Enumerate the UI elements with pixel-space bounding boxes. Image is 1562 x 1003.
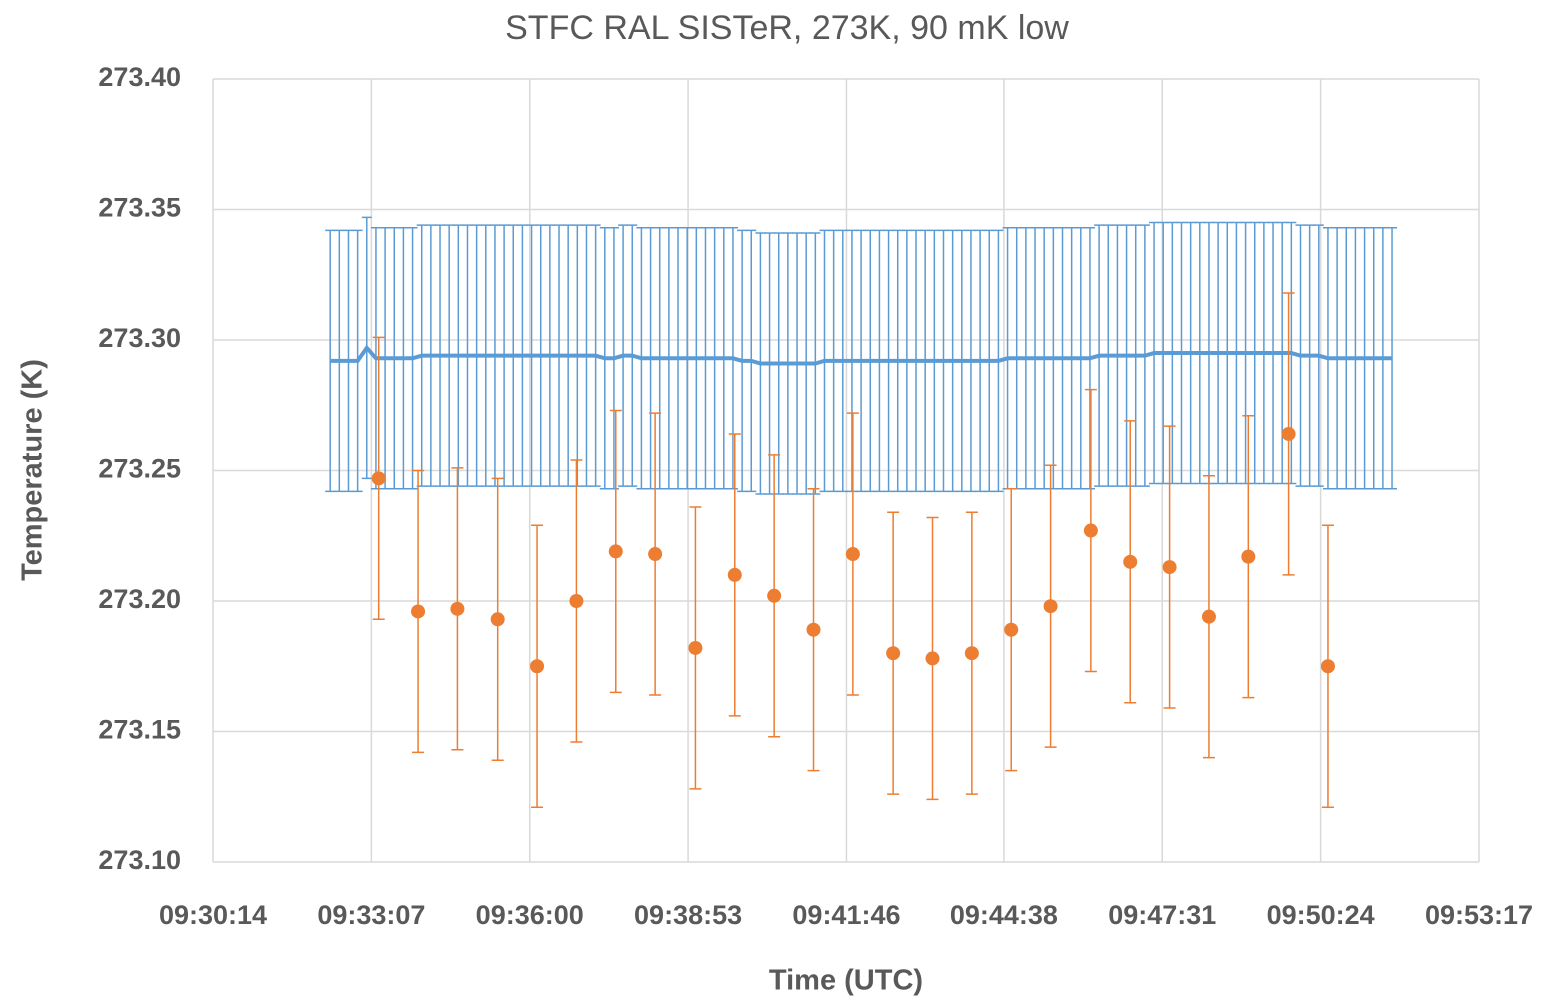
data-point [450,601,465,616]
x-tick-label: 09:47:31 [1108,900,1216,930]
data-point [1043,599,1058,614]
data-point [1320,659,1335,674]
x-tick-label: 09:53:17 [1425,900,1533,930]
x-tick-label: 09:36:00 [476,900,584,930]
y-tick-label: 273.15 [98,715,181,745]
data-point [845,547,860,562]
data-point [608,544,623,559]
x-tick-label: 09:44:38 [950,900,1058,930]
x-tick-label: 09:30:14 [159,900,267,930]
error-bar [325,229,336,493]
data-point [569,594,584,608]
data-point [1004,622,1019,637]
data-point [1162,560,1177,575]
x-tick-label: 09:41:46 [792,900,900,930]
x-axis-title: Time (UTC) [769,965,923,997]
data-point [1123,554,1138,569]
x-tick-label: 09:38:53 [634,900,742,930]
x-tick-label: 09:50:24 [1267,900,1375,930]
y-tick-label: 273.40 [98,62,181,92]
grid: 273.10 273.15 273.20 273.25 273.30 273.35 273.… [98,62,1533,930]
data-point [727,567,742,582]
data-point [964,646,979,661]
data-point [1201,609,1216,624]
data-point [411,604,426,619]
x-tick-label: 09:33:07 [317,900,425,930]
data-point [1241,549,1256,564]
data-point [530,659,545,674]
y-axis-title: Temperature (K) [17,359,49,581]
chart-title: STFC RAL SISTeR, 273K, 90 mK low [505,9,1069,47]
y-tick-label: 273.35 [98,193,181,223]
y-tick-label: 273.30 [98,323,181,353]
data-point [806,622,821,637]
data-point [925,651,940,666]
error-bar [1387,227,1398,490]
series-line [330,344,1393,366]
data-point [886,646,901,661]
data-point [1281,426,1296,441]
data-point [767,588,782,603]
data-point [490,612,505,627]
data-point [688,640,703,655]
data-point [371,471,386,486]
data-point [1083,523,1098,538]
y-tick-label: 273.20 [98,584,181,614]
y-tick-label: 273.10 [98,845,181,875]
plot-area [325,216,1398,808]
data-point [648,547,663,562]
y-tick-label: 273.25 [98,454,181,484]
